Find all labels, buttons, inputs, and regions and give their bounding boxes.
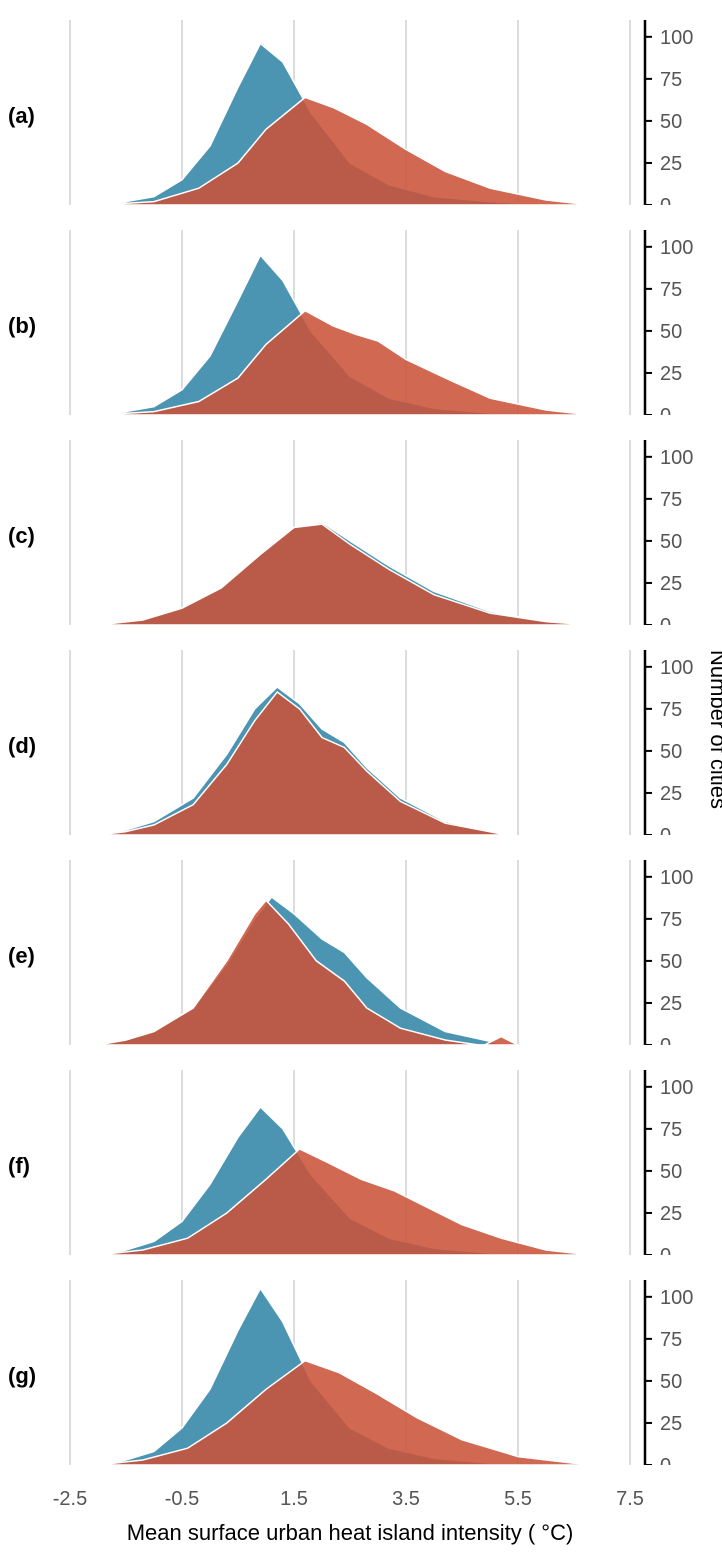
y-tick-label: 100	[660, 27, 693, 49]
panel-f: 0 25 50 75 100	[0, 1070, 722, 1255]
panel-label-e: (e)	[8, 943, 35, 969]
x-tick-label: 3.5	[392, 1488, 420, 1510]
panel-c: 0 25 50 75 100	[0, 440, 722, 625]
y-tick-label: 25	[660, 153, 682, 175]
y-tick-label: 75	[660, 489, 682, 511]
panel-label-d: (d)	[8, 733, 36, 759]
x-tick-label: 7.5	[616, 1488, 644, 1510]
y-tick-label: 100	[660, 237, 693, 259]
y-tick-label: 0	[660, 405, 671, 415]
x-tick-label: 1.5	[280, 1488, 308, 1510]
x-axis-label: Mean surface urban heat island intensity…	[70, 1520, 630, 1546]
y-tick-label: 50	[660, 741, 682, 763]
y-tick-label: 25	[660, 783, 682, 805]
y-tick-label: 50	[660, 531, 682, 553]
x-tick-label: 5.5	[504, 1488, 532, 1510]
y-tick-label: 0	[660, 825, 671, 835]
y-tick-label: 100	[660, 1287, 693, 1309]
y-tick-label: 75	[660, 699, 682, 721]
y-tick-label: 25	[660, 1413, 682, 1435]
y-tick-label: 50	[660, 1371, 682, 1393]
x-tick-label: -2.5	[53, 1488, 87, 1510]
y-tick-label: 50	[660, 111, 682, 133]
panel-b: 0 25 50 75 100	[0, 230, 722, 415]
panel-label-b: (b)	[8, 313, 36, 339]
y-tick-label: 25	[660, 1203, 682, 1225]
y-tick-label: 0	[660, 1035, 671, 1045]
y-tick-label: 25	[660, 993, 682, 1015]
x-tick-label: -0.5	[165, 1488, 199, 1510]
x-axis: -2.5 -0.5 1.5 3.5 5.5 7.5	[0, 1480, 722, 1520]
panel-a: 0 25 50 75 100	[0, 20, 722, 205]
y-axis-label: Number of cities	[705, 650, 722, 809]
y-tick-label: 0	[660, 615, 671, 625]
y-tick-label: 50	[660, 321, 682, 343]
panel-d: 0 25 50 75 100	[0, 650, 722, 835]
y-tick-label: 25	[660, 363, 682, 385]
y-tick-label: 25	[660, 573, 682, 595]
y-tick-label: 0	[660, 1455, 671, 1465]
y-tick-label: 100	[660, 1077, 693, 1099]
y-tick-label: 100	[660, 657, 693, 679]
y-tick-label: 75	[660, 1329, 682, 1351]
y-tick-label: 50	[660, 1161, 682, 1183]
panel-e: 0 25 50 75 100	[0, 860, 722, 1045]
panel-label-g: (g)	[8, 1363, 36, 1389]
y-tick-label: 75	[660, 1119, 682, 1141]
panel-label-a: (a)	[8, 103, 35, 129]
y-tick-label: 100	[660, 867, 693, 889]
y-tick-label: 0	[660, 195, 671, 205]
y-tick-label: 75	[660, 279, 682, 301]
density-red	[98, 900, 518, 1045]
density-red	[98, 692, 507, 835]
panel-label-c: (c)	[8, 523, 35, 549]
y-tick-label: 100	[660, 447, 693, 469]
panel-g: 0 25 50 75 100	[0, 1280, 722, 1465]
y-tick-label: 75	[660, 69, 682, 91]
panel-label-f: (f)	[8, 1153, 30, 1179]
figure-container: 0255075100(a)0255075100(b)0255075100(c)0…	[0, 0, 722, 1552]
y-tick-label: 50	[660, 951, 682, 973]
y-tick-label: 75	[660, 909, 682, 931]
y-tick-label: 0	[660, 1245, 671, 1255]
